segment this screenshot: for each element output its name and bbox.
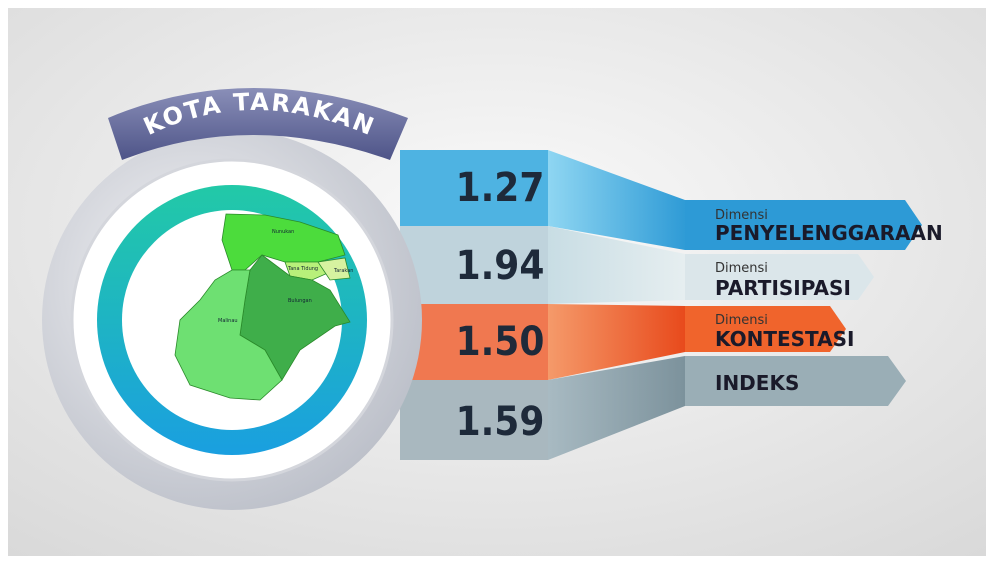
label-arrow <box>685 306 846 352</box>
label-prefix: Dimensi <box>715 313 768 328</box>
value: 1.59 <box>456 399 545 445</box>
label-arrow <box>685 200 922 250</box>
value: 1.94 <box>456 243 545 289</box>
value: 1.27 <box>456 165 545 211</box>
value: 1.50 <box>456 319 545 365</box>
panel <box>400 304 548 380</box>
connector <box>548 356 685 460</box>
map: Nunukan Tana Tidung Tarakan Bulungan Mal… <box>174 213 353 401</box>
region-label: Nunukan <box>272 229 294 235</box>
region-label: Tarakan <box>333 268 353 274</box>
label: INDEKS <box>715 371 799 395</box>
panel <box>400 380 548 460</box>
connector <box>548 226 685 304</box>
connector <box>548 150 685 250</box>
label-arrow <box>685 254 874 300</box>
label: PENYELENGGARAAN <box>715 221 943 245</box>
panel <box>400 150 548 226</box>
region-label: Bulungan <box>288 298 312 304</box>
connector <box>548 304 685 380</box>
ribbon <box>108 88 408 160</box>
region-label: Tana Tidung <box>287 266 318 272</box>
label: PARTISIPASI <box>715 276 851 300</box>
panel <box>400 226 548 304</box>
label-prefix: Dimensi <box>715 208 768 223</box>
label-prefix: Dimensi <box>715 261 768 276</box>
label-arrow <box>685 356 906 406</box>
region-label: Malinau <box>218 318 238 324</box>
label: KONTESTASI <box>715 327 854 351</box>
